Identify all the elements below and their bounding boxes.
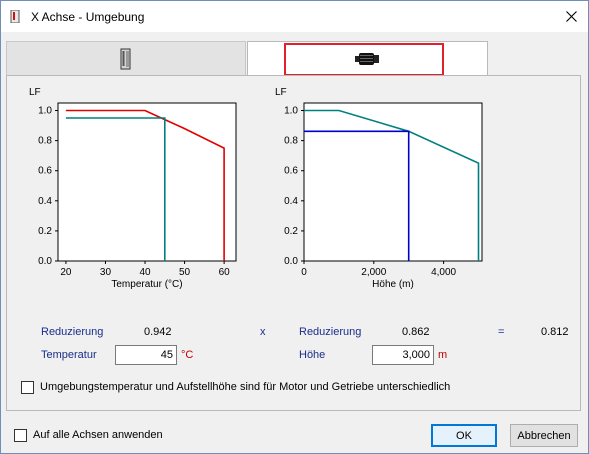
y-tick-label: 0.8 [38,136,52,147]
y-tick-label: 0.2 [38,226,52,237]
x-tick-label: 2,000 [361,267,386,278]
separate-environment-label: Umgebungstemperatur und Aufstellhöhe sin… [40,381,451,393]
apply-all-axes-label: Auf alle Achsen anwenden [33,429,163,441]
y-tick-label: 1.0 [38,106,52,117]
x-tick-label: 4,000 [431,267,456,278]
multiply-sign: x [260,326,266,338]
y-tick-label: 1.0 [284,106,298,117]
window-title: X Achse - Umgebung [31,10,145,24]
y-axis-label: LF [275,87,287,98]
apply-all-axes-checkbox[interactable] [14,429,27,442]
cancel-button[interactable]: Abbrechen [510,424,578,447]
series-line-2 [304,130,410,261]
title-bar: X Achse - Umgebung [1,1,588,32]
separate-environment-checkbox[interactable] [21,381,34,394]
y-tick-label: 0.4 [38,196,52,207]
reduction-label-altitude: Reduzierung [299,326,362,338]
tab-cabinet[interactable] [6,41,246,76]
x-tick-label: 20 [60,267,72,278]
altitude-chart: LF 0.0 0.2 0.4 0.6 0.8 1.0 0 2,000 4,000 Höhe (m) [271,87,501,308]
altitude-input[interactable]: 3,000 [372,345,434,365]
close-icon [565,11,577,22]
x-tick-label: 30 [100,267,112,278]
x-axis-label: Temperatur (°C) [111,279,182,290]
y-tick-label: 0.6 [38,166,52,177]
y-axis-label: LF [29,87,41,98]
y-tick-label: 0.8 [284,136,298,147]
altitude-label: Höhe [299,349,326,361]
app-icon [10,10,20,23]
x-tick-label: 0 [301,267,307,278]
x-axis-label: Höhe (m) [372,279,414,290]
x-tick-label: 50 [179,267,191,278]
motor-icon [354,53,379,65]
y-tick-label: 0.4 [284,196,298,207]
y-tick-label: 0.0 [38,256,52,267]
tab-strip [6,41,581,76]
temperature-unit: °C [181,349,194,361]
x-tick-label: 40 [139,267,151,278]
plot-area [57,102,237,262]
reduction-result: 0.812 [541,326,569,338]
reduction-label-temperature: Reduzierung [41,326,104,338]
series-line-1 [65,109,225,261]
equals-sign: = [498,326,505,338]
plot-area [303,102,483,262]
reduction-value-altitude: 0.862 [402,326,430,338]
temperature-label: Temperatur [41,349,97,361]
altitude-unit: m [438,349,448,361]
series-line-2 [65,117,166,261]
y-tick-label: 0.6 [284,166,298,177]
temperature-input[interactable]: 45 [115,345,177,365]
ok-button[interactable]: OK [431,424,497,447]
tab-motor[interactable] [247,41,488,76]
tab-highlight-box [284,43,444,76]
y-tick-label: 0.0 [284,256,298,267]
temperature-chart: LF 0.0 0.2 0.4 0.6 0.8 1.0 20 30 40 50 60 Temperatur… [25,87,255,308]
cabinet-icon [120,48,131,70]
close-button[interactable] [554,1,588,32]
reduction-value-temperature: 0.942 [144,326,172,338]
y-tick-label: 0.2 [284,226,298,237]
x-tick-label: 60 [219,267,231,278]
